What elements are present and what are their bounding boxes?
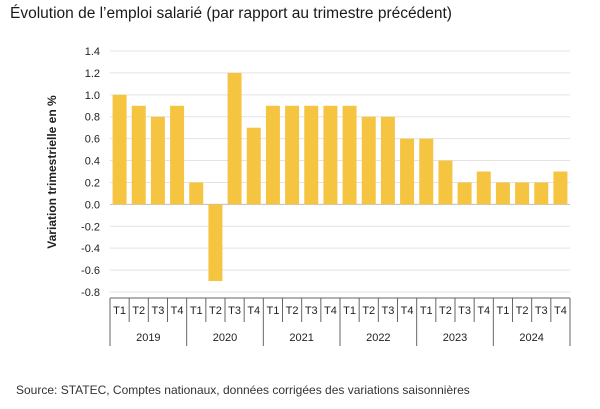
y-tick-label: -0.6 — [81, 265, 100, 277]
x-axis: T1 T2 T3 T4 T1 T2 T3 T4 T1 T2 T3 T4 T1 T2 T3 T4 T1 T2 T3 T4… — [109, 297, 571, 346]
bar — [438, 160, 453, 205]
quarter-label: T2 — [132, 305, 145, 317]
year-label: 2020 — [213, 332, 237, 344]
bar — [131, 105, 146, 205]
y-tick-label: 0.8 — [85, 112, 100, 124]
year-label: 2024 — [519, 332, 543, 344]
quarter-label: T1 — [113, 305, 126, 317]
bar — [457, 182, 472, 205]
y-axis-ticks: 1.4 1.2 1.0 0.8 0.6 0.4 0.2 0.0 -0.2 -0.4 -0.6 -0.8 — [81, 46, 100, 299]
bar — [150, 116, 165, 205]
bar — [227, 72, 242, 205]
bar — [304, 105, 319, 205]
bar — [400, 138, 415, 205]
bar — [265, 105, 280, 205]
quarter-label: T3 — [228, 305, 241, 317]
quarter-label: T2 — [286, 305, 299, 317]
bar — [495, 182, 510, 205]
quarter-label: T2 — [362, 305, 375, 317]
y-tick-label: 0.0 — [85, 199, 100, 211]
quarter-label: T1 — [420, 305, 433, 317]
year-label: 2023 — [443, 332, 467, 344]
quarter-label: T4 — [554, 305, 567, 317]
bar — [208, 204, 223, 282]
year-label: 2021 — [289, 332, 313, 344]
bar — [285, 105, 300, 205]
bar — [534, 182, 549, 205]
quarter-label: T1 — [343, 305, 356, 317]
bar — [380, 116, 395, 205]
bar — [515, 182, 530, 205]
quarter-label: T3 — [381, 305, 394, 317]
year-label: 2022 — [366, 332, 390, 344]
y-tick-label: 1.2 — [85, 68, 100, 80]
quarter-label: T3 — [151, 305, 164, 317]
y-tick-label: 0.4 — [85, 156, 100, 168]
bar — [419, 138, 434, 205]
quarter-label: T3 — [305, 305, 318, 317]
bar — [553, 171, 568, 205]
bar — [189, 182, 204, 205]
quarter-label: T4 — [171, 305, 184, 317]
quarter-label: T2 — [516, 305, 529, 317]
quarter-label: T1 — [190, 305, 203, 317]
bar — [476, 171, 491, 205]
bar — [342, 105, 357, 205]
year-label: 2019 — [136, 332, 160, 344]
quarter-label: T4 — [324, 305, 337, 317]
bar — [323, 105, 338, 205]
bar — [246, 127, 261, 205]
bar — [361, 116, 376, 205]
y-tick-label: -0.8 — [81, 287, 100, 299]
quarter-label: T3 — [535, 305, 548, 317]
source-note: Source: STATEC, Comptes nationaux, donné… — [16, 383, 470, 397]
y-tick-label: 0.6 — [85, 134, 100, 146]
quarter-label: T2 — [439, 305, 452, 317]
quarter-label: T4 — [401, 305, 414, 317]
quarter-label: T3 — [458, 305, 471, 317]
quarter-label: T2 — [209, 305, 222, 317]
y-tick-label: 1.4 — [85, 46, 100, 58]
chart-title: Évolution de l’emploi salarié (par rappo… — [10, 5, 452, 22]
y-tick-label: -0.4 — [81, 243, 100, 255]
quarter-label: T4 — [477, 305, 490, 317]
bars — [112, 72, 568, 282]
y-tick-label: 0.2 — [85, 177, 100, 189]
y-axis-label: Variation trimestrielle en % — [45, 95, 59, 249]
gridlines — [110, 50, 570, 293]
quarter-label: T4 — [247, 305, 260, 317]
bar — [170, 105, 185, 205]
y-tick-label: -0.2 — [81, 221, 100, 233]
bar — [112, 94, 127, 205]
quarter-label: T1 — [496, 305, 509, 317]
y-tick-label: 1.0 — [85, 90, 100, 102]
quarter-label: T1 — [266, 305, 279, 317]
bar-chart: 1.4 1.2 1.0 0.8 0.6 0.4 0.2 0.0 -0.2 -0.4 -0.6 -0.8… — [45, 46, 571, 346]
